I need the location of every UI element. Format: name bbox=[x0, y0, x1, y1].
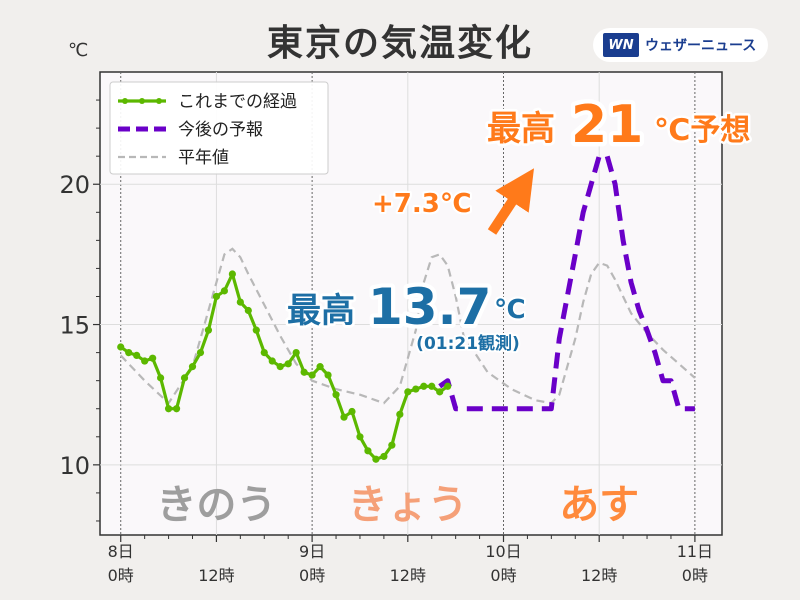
observed-point bbox=[125, 349, 133, 357]
observed-point bbox=[436, 388, 444, 396]
observed-point bbox=[420, 382, 428, 390]
x-tick-label: 10日 0時 bbox=[485, 542, 521, 585]
legend-swatch-marker bbox=[156, 98, 162, 104]
observed-point bbox=[444, 382, 452, 390]
observed-point bbox=[188, 363, 197, 371]
observed-point bbox=[332, 391, 340, 399]
observed-point bbox=[372, 455, 380, 463]
series-layer bbox=[117, 153, 696, 463]
observed-point bbox=[180, 374, 189, 382]
observed-point bbox=[220, 287, 228, 295]
observed-point bbox=[172, 405, 181, 413]
x-tick-label: 12時 bbox=[390, 566, 426, 585]
observed-point bbox=[157, 374, 165, 382]
observed-point bbox=[244, 306, 252, 315]
observed-point bbox=[404, 388, 412, 396]
brand-logo-icon: WN bbox=[603, 33, 639, 57]
observed-point bbox=[141, 357, 149, 365]
legend-swatch-marker bbox=[139, 98, 145, 104]
legend-label: 平年値 bbox=[178, 148, 229, 168]
observed-point bbox=[212, 292, 221, 301]
axes: 8日 0時 12時 9日 0時 12時 10日 0時 12時 11日 0時 10 15 20 bbox=[59, 99, 713, 585]
annotations: きのう きょう あす 最高 13.7 ℃ (01:21観測) +7.3℃ 最高 21 ℃予想 bbox=[156, 91, 752, 528]
observed-point bbox=[340, 413, 348, 421]
observed-point bbox=[164, 405, 173, 413]
chart-title: 東京の気温変化 bbox=[266, 23, 533, 64]
observed-point bbox=[260, 349, 268, 357]
legend-label: 今後の予報 bbox=[178, 120, 263, 140]
x-tick-label: 11日 0時 bbox=[677, 542, 713, 585]
difference-arrow bbox=[487, 168, 535, 235]
y-tick-label: 20 bbox=[59, 171, 90, 199]
x-tick-label: 12時 bbox=[198, 566, 234, 585]
observed-point bbox=[228, 270, 236, 278]
observed-point bbox=[308, 371, 316, 379]
day-label: きのう bbox=[156, 482, 276, 528]
forecast-max-value: 21 bbox=[571, 95, 643, 155]
legend-swatch-marker bbox=[122, 98, 128, 104]
observed-point bbox=[236, 298, 244, 306]
difference-label: +7.3℃ bbox=[372, 189, 471, 219]
observed-point bbox=[388, 441, 396, 449]
observed-point bbox=[380, 452, 388, 461]
observed-point bbox=[300, 368, 308, 376]
legend-label: これまでの経過 bbox=[178, 92, 297, 112]
y-tick-label: 10 bbox=[59, 452, 90, 480]
observed-point bbox=[284, 360, 292, 368]
observed-point bbox=[268, 357, 276, 365]
y-axis-unit: ℃ bbox=[68, 40, 89, 61]
observed-point bbox=[252, 326, 260, 334]
observed-point bbox=[133, 351, 141, 360]
observed-point bbox=[196, 349, 205, 357]
observed-point bbox=[356, 433, 364, 441]
observed-point bbox=[292, 349, 300, 357]
x-tick-label: 12時 bbox=[581, 566, 617, 585]
brand-name: ウェザーニュース bbox=[645, 38, 757, 54]
observed-max-unit: ℃ bbox=[494, 295, 525, 325]
observed-point bbox=[324, 371, 332, 379]
observed-point bbox=[396, 410, 404, 418]
observed-point bbox=[149, 354, 157, 362]
series-normal-line bbox=[119, 247, 696, 405]
series-forecast-line bbox=[438, 153, 695, 412]
observed-point bbox=[348, 407, 356, 416]
observed-point bbox=[316, 363, 324, 371]
observed-point bbox=[428, 382, 436, 390]
observed-point bbox=[412, 385, 420, 393]
observed-max-note: (01:21観測) bbox=[416, 333, 520, 354]
y-tick-label: 15 bbox=[59, 312, 90, 340]
x-tick-label: 8日 0時 bbox=[108, 542, 134, 585]
brand-logo: WN ウェザーニュース bbox=[593, 28, 768, 62]
x-tick-label: 9日 0時 bbox=[299, 542, 325, 585]
observed-max-prefix: 最高 bbox=[287, 291, 355, 331]
legend-box bbox=[109, 81, 329, 175]
observed-point bbox=[364, 447, 372, 455]
observed-point bbox=[117, 343, 125, 351]
day-label: あす bbox=[559, 482, 639, 528]
forecast-max-unit: ℃予想 bbox=[654, 113, 750, 148]
forecast-max-prefix: 最高 bbox=[487, 109, 555, 149]
observed-point bbox=[276, 363, 284, 371]
day-label: きょう bbox=[348, 482, 468, 528]
observed-point bbox=[204, 326, 213, 334]
observed-max-value: 13.7 bbox=[368, 278, 491, 336]
